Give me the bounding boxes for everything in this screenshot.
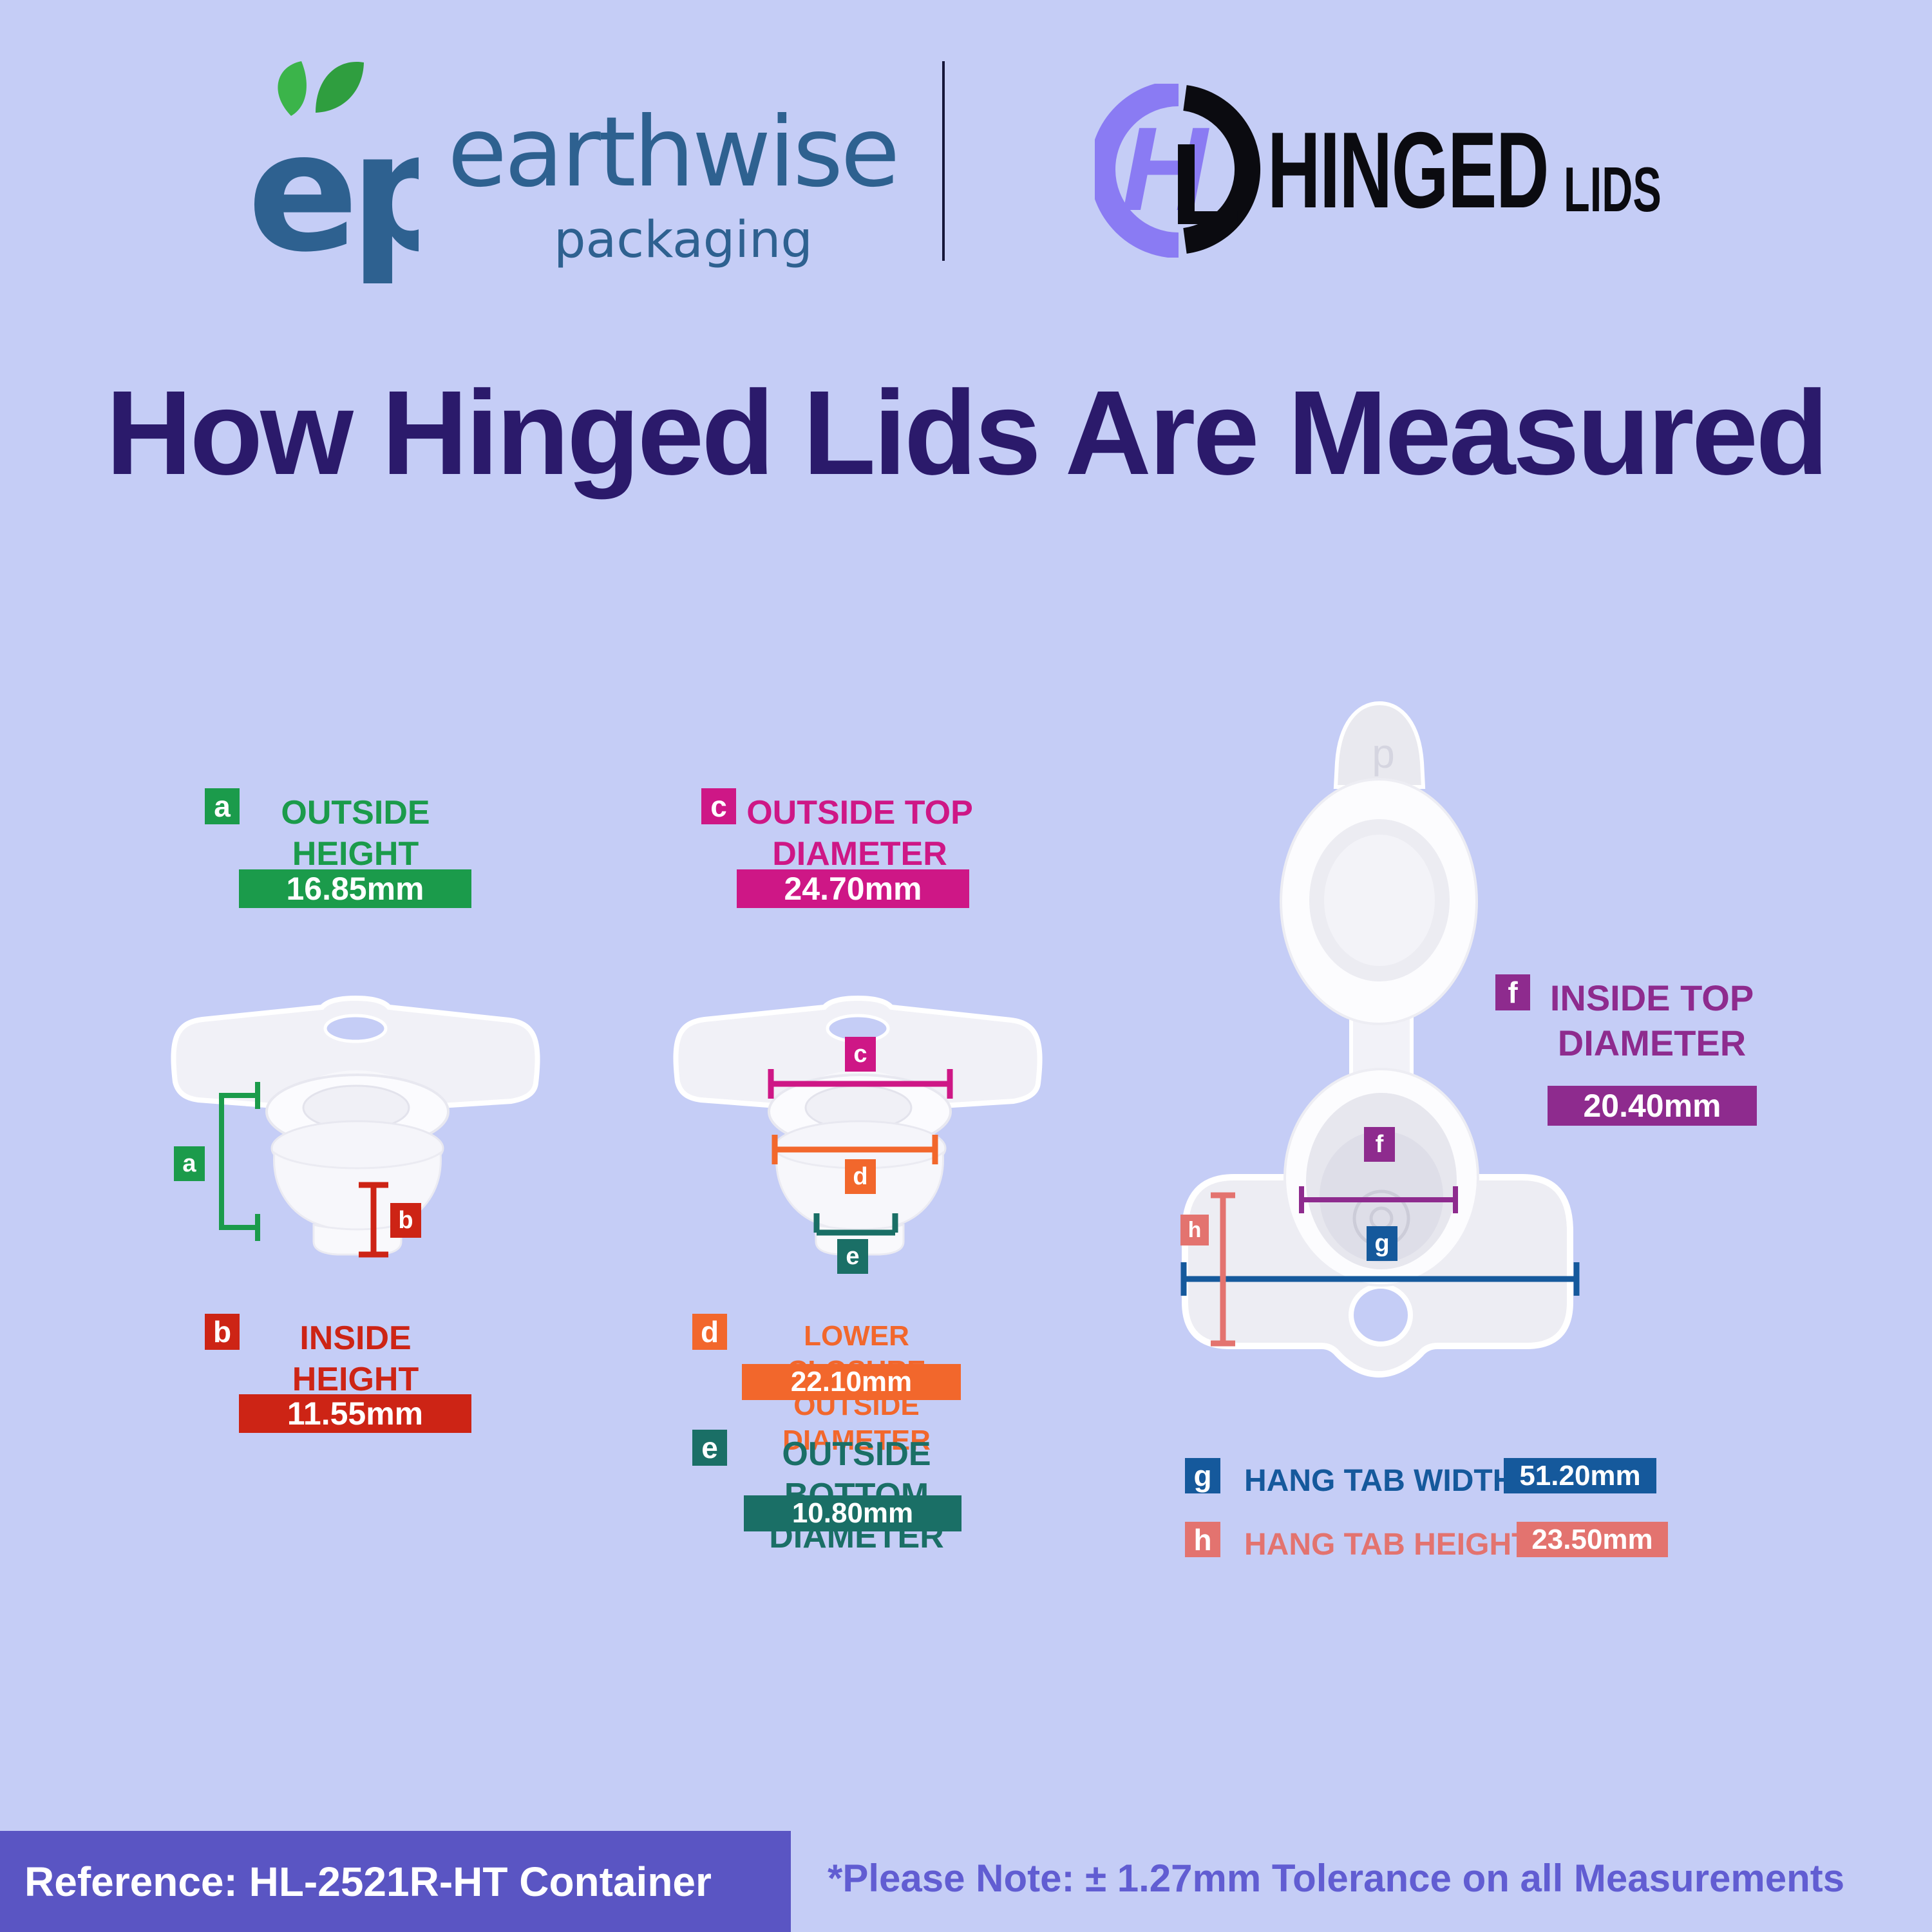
measure-b-label: INSIDE HEIGHT: [292, 1320, 419, 1398]
lid-side-view-diameters: [631, 992, 1082, 1275]
measure-h-label: HANG TAB HEIGHT: [1244, 1528, 1531, 1562]
lid-side-view-height: [129, 992, 580, 1258]
measure-g-label: HANG TAB WIDTH: [1244, 1464, 1515, 1498]
diagram-a-badge: a: [174, 1146, 205, 1181]
earthwise-monogram-text: ep: [251, 97, 419, 289]
measure-a-badge: a: [205, 788, 240, 824]
lids-wordmark: LIDS: [1564, 154, 1662, 225]
measure-a-label: OUTSIDE HEIGHT: [281, 794, 430, 873]
inside-height-line: [359, 1182, 388, 1258]
diagram-b-badge: b: [390, 1203, 421, 1238]
hinged-wordmark: HINGED: [1267, 109, 1549, 231]
outside-bottom-diameter-bracket: [813, 1213, 898, 1236]
measure-e-value: 10.80mm: [744, 1495, 961, 1531]
measure-f-value: 20.40mm: [1548, 1086, 1757, 1126]
earthwise-logo-monogram: ep: [251, 61, 419, 289]
measure-a-value: 16.85mm: [239, 869, 471, 908]
hang-tab-hole: [1349, 1283, 1413, 1347]
measure-b-badge: b: [205, 1314, 240, 1350]
diagram-f-badge: f: [1364, 1127, 1395, 1162]
measure-d-badge: d: [692, 1314, 727, 1350]
reference-text: Reference: HL-2521R-HT Container: [24, 1858, 712, 1905]
hl-monogram-h: H: [1121, 103, 1209, 236]
measure-g-badge: g: [1185, 1458, 1220, 1493]
flap-marking: p: [1372, 730, 1395, 777]
leaf-icon: [278, 61, 307, 116]
measure-d-value: 22.10mm: [742, 1364, 961, 1400]
diagram-e-badge: e: [837, 1239, 868, 1274]
diagram-g-badge: g: [1367, 1226, 1397, 1261]
earthwise-subname: packaging: [554, 211, 813, 269]
measure-b-value: 11.55mm: [239, 1394, 471, 1433]
hinged-lids-logo-monogram: H L: [1095, 84, 1260, 258]
hl-monogram-l: L: [1170, 120, 1241, 249]
page-title: How Hinged Lids Are Measured: [106, 366, 1829, 500]
inside-top-diameter-line: [1299, 1186, 1458, 1213]
measure-g-value: 51.20mm: [1504, 1458, 1656, 1493]
measure-h-badge: h: [1185, 1522, 1220, 1557]
diagram-h-badge: h: [1180, 1215, 1209, 1245]
measure-c-value: 24.70mm: [737, 869, 969, 908]
diagram-d-badge: d: [845, 1159, 876, 1194]
earthwise-wordmark: earthwise: [448, 97, 900, 209]
lower-closure-diameter-line: [772, 1135, 938, 1164]
tolerance-note: *Please Note: ± 1.27mm Tolerance on all …: [828, 1857, 1845, 1900]
outside-top-diameter-line: [768, 1069, 953, 1099]
outside-height-bracket: [219, 1082, 260, 1241]
hang-tab-width-line: [1180, 1262, 1580, 1296]
logo-divider: [942, 61, 945, 261]
measure-h-value: 23.50mm: [1517, 1522, 1668, 1557]
measure-f-badge: f: [1495, 974, 1530, 1010]
diagram-c-badge: c: [845, 1037, 876, 1072]
measure-f-label: INSIDE TOP DIAMETER: [1549, 978, 1754, 1063]
hang-tab-height-line: [1211, 1192, 1235, 1347]
lid-open-view: p: [1180, 701, 1580, 1378]
measure-e-badge: e: [692, 1430, 727, 1466]
leaf-icon: [316, 61, 364, 113]
measure-c-badge: c: [701, 788, 736, 824]
reference-bar: Reference: HL-2521R-HT Container: [0, 1831, 791, 1932]
measure-c-label: OUTSIDE TOP DIAMETER: [746, 794, 973, 873]
